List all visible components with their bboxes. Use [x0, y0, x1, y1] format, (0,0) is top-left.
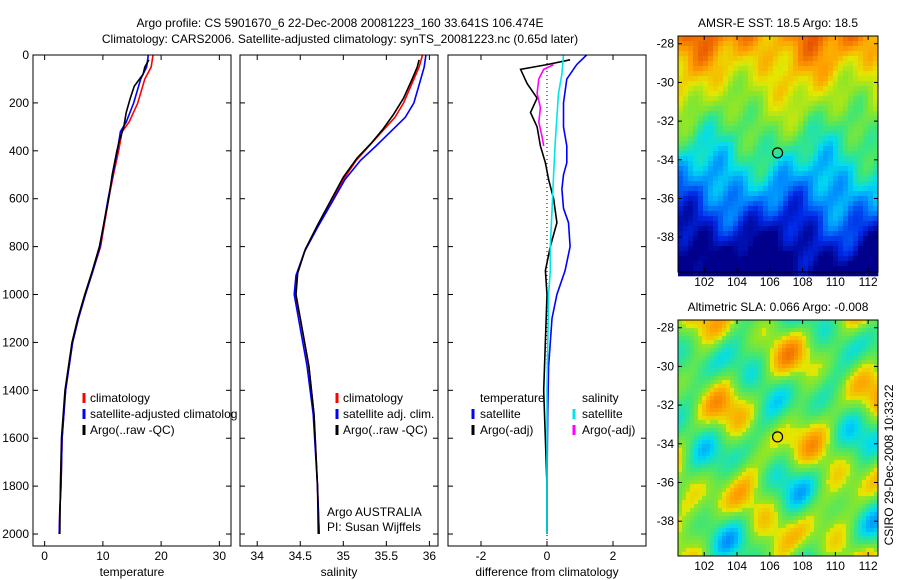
- sst-heatmap-field: [678, 36, 879, 277]
- y-tick-label: 800: [9, 240, 29, 254]
- x-tick-label: 104: [727, 275, 747, 289]
- y-tick-label: 1800: [2, 479, 29, 493]
- y-tick-label: 1600: [2, 431, 29, 445]
- legend-label: climatology: [90, 391, 150, 405]
- y-tick-label: 200: [9, 96, 29, 110]
- x-tick-label: 0: [41, 549, 48, 563]
- sla-map-panel: 102 104 106 108 110 112 -28 -30 -32 -34 -36 -38 Alti…: [657, 300, 879, 573]
- legend-label: satellite-adjusted climatolog: [90, 407, 237, 421]
- legend-label: climatology: [343, 391, 403, 405]
- argo-location-marker: [771, 431, 784, 443]
- x-tick-label: 108: [793, 275, 813, 289]
- y-tick-label: -38: [657, 514, 675, 528]
- temperature-series-2-line: [59, 59, 150, 535]
- legend-label: Argo(..raw -QC): [90, 423, 175, 437]
- y-tick-label: -36: [657, 191, 675, 205]
- salinity-panel: 34 34.5 35 35.5 36 salinity climatology satelli…: [239, 54, 439, 579]
- x-tick-label: 35: [337, 549, 351, 563]
- pi-label: PI: Susan Wijffels: [327, 520, 421, 534]
- y-tick-label: 1200: [2, 335, 29, 349]
- x-tick-label: 102: [694, 275, 714, 289]
- x-tick-label: 106: [760, 559, 780, 573]
- salinity-frame: [239, 54, 439, 547]
- y-tick-label: 1400: [2, 383, 29, 397]
- x-tick-label: 106: [760, 275, 780, 289]
- difference-panel: -2 0 2 difference from climatology temperatu…: [447, 54, 647, 579]
- sst-frame: [677, 35, 879, 273]
- salinity-xlabel: salinity: [321, 565, 358, 579]
- y-tick-label: 400: [9, 144, 29, 158]
- x-tick-label: 102: [694, 559, 714, 573]
- sla-heatmap-field: [678, 320, 879, 557]
- y-tick-label: 0: [22, 48, 29, 62]
- x-tick-label: 0: [544, 549, 551, 563]
- sst-map-panel: 102 104 106 108 110 112 -28 -30 -32 -34 -36 -38 AMSR…: [657, 16, 879, 289]
- x-tick-label: 34: [251, 549, 265, 563]
- y-tick-label: 1000: [2, 288, 29, 302]
- x-tick-label: 112: [859, 559, 878, 573]
- figure-title-line1: Argo profile: CS 5901670_6 22-Dec-2008 2…: [137, 16, 544, 30]
- legend-label: satellite: [582, 407, 623, 421]
- x-tick-label: 108: [793, 559, 813, 573]
- csiro-timestamp: CSIRO 29-Dec-2008 10:33:22: [882, 384, 896, 545]
- legend-label: satellite: [480, 407, 521, 421]
- x-tick-label: 110: [826, 275, 845, 289]
- temperature-frame: [32, 54, 232, 547]
- temperature-series-1-line: [58, 54, 150, 535]
- temperature-xlabel: temperature: [100, 565, 165, 579]
- x-tick-label: 30: [213, 549, 227, 563]
- y-tick-label: -36: [657, 475, 675, 489]
- x-tick-label: 36: [423, 549, 437, 563]
- y-tick-label: -30: [657, 359, 675, 373]
- y-tick-label: -34: [657, 153, 675, 167]
- y-tick-label: -28: [657, 321, 675, 335]
- legend-label: Argo(..raw -QC): [343, 423, 428, 437]
- legend-label: temperature: [480, 391, 545, 405]
- temperature-panel: 0 10 20 30 0 200 400 600 800 1000 1200 1400 1600 1800…: [2, 48, 237, 579]
- legend-label: salinity: [582, 391, 619, 405]
- x-tick-label: 2: [610, 549, 617, 563]
- x-tick-label: 35.5: [375, 549, 399, 563]
- salinity-series-2-line: [295, 59, 420, 535]
- difference-series-3-line: [536, 63, 554, 147]
- x-tick-label: 112: [859, 275, 878, 289]
- sst-title: AMSR-E SST: 18.5 Argo: 18.5: [698, 16, 858, 30]
- y-tick-label: -32: [657, 114, 675, 128]
- x-tick-label: -2: [476, 549, 487, 563]
- y-tick-label: -38: [657, 230, 675, 244]
- difference-xlabel: difference from climatology: [475, 565, 618, 579]
- difference-series-1-line: [519, 59, 571, 534]
- sla-title: Altimetric SLA: 0.066 Argo: -0.008: [688, 300, 869, 314]
- x-tick-label: 10: [96, 549, 110, 563]
- figure-title-line2: Climatology: CARS2006. Satellite-adjuste…: [102, 32, 578, 46]
- salinity-series-1-line: [293, 54, 427, 535]
- x-tick-label: 110: [826, 559, 845, 573]
- sla-frame: [677, 319, 879, 557]
- legend-label: Argo(-adj): [480, 423, 533, 437]
- y-tick-label: -28: [657, 37, 675, 51]
- difference-series-2-line: [546, 54, 565, 534]
- argo-australia-label: Argo AUSTRALIA: [327, 505, 422, 519]
- y-tick-label: 600: [9, 192, 29, 206]
- x-tick-label: 34.5: [289, 549, 313, 563]
- temperature-series-0-line: [58, 54, 154, 535]
- y-tick-label: -34: [657, 437, 675, 451]
- y-tick-label: -32: [657, 398, 675, 412]
- salinity-series-0-line: [294, 54, 424, 535]
- difference-series-0-line: [546, 54, 588, 534]
- x-tick-label: 104: [727, 559, 747, 573]
- y-tick-label: -30: [657, 75, 675, 89]
- y-tick-label: 2000: [2, 527, 29, 541]
- x-tick-label: 20: [154, 549, 168, 563]
- legend-label: satellite adj. clim.: [343, 407, 434, 421]
- legend-label: Argo(-adj): [582, 423, 635, 437]
- argo-location-marker: [771, 147, 784, 159]
